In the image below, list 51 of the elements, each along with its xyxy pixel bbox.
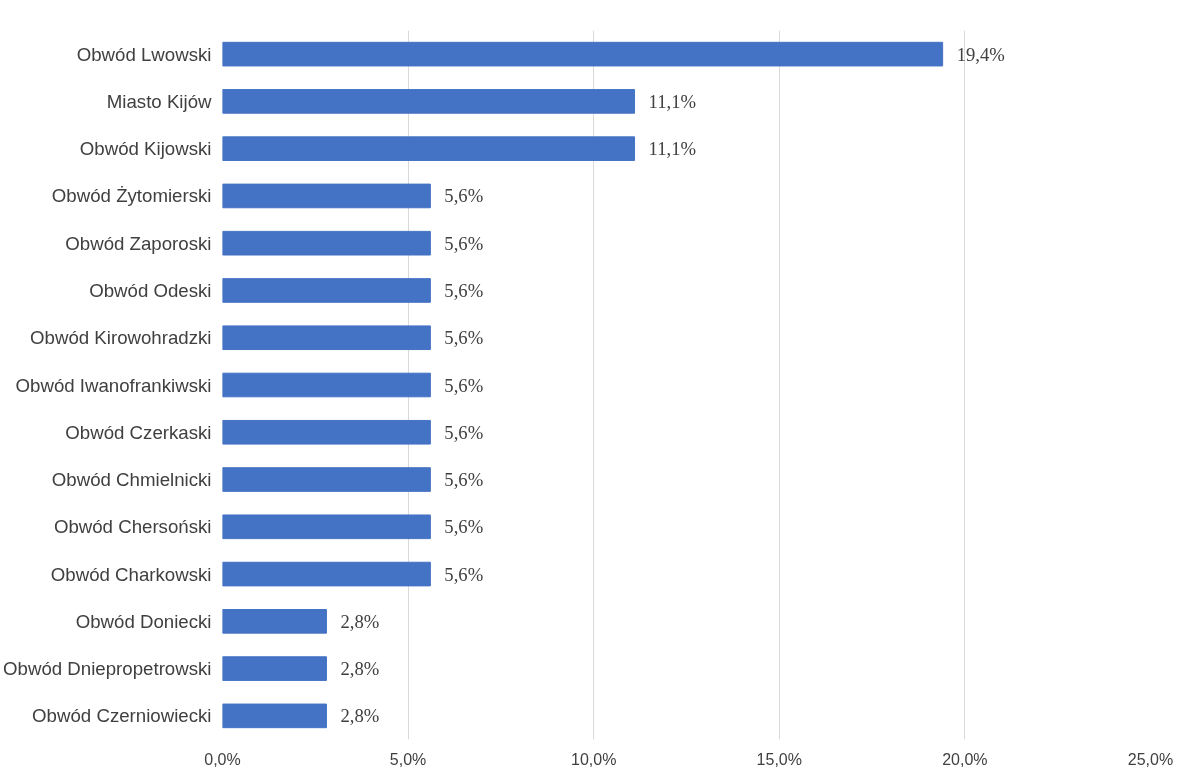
y-tick-label: Obwód Kijowski: [79, 138, 212, 160]
bar: [222, 325, 431, 351]
y-tick-label: Miasto Kijów: [106, 90, 213, 112]
bar: [222, 514, 431, 540]
bar: [222, 136, 636, 161]
bar: [222, 419, 431, 445]
y-tick-label: Obwód Chersoński: [53, 516, 212, 538]
data-label: 2,8%: [340, 705, 380, 727]
bar: [222, 703, 327, 729]
data-label: 5,6%: [444, 421, 484, 443]
bar: [222, 609, 327, 634]
bar: [222, 278, 431, 303]
data-label: 19,4%: [956, 43, 1005, 65]
y-tick-label: Obwód Czerniowiecki: [32, 705, 212, 727]
x-tick-label: 10,0%: [571, 750, 617, 768]
y-tick-label: Obwód Chmielnicki: [51, 469, 212, 491]
y-tick-label: Obwód Dniepropetrowski: [3, 658, 212, 680]
data-label: 5,6%: [444, 563, 484, 585]
y-tick-label: Obwód Charkowski: [50, 563, 212, 585]
data-label: 11,1%: [648, 138, 697, 160]
data-label: 11,1%: [648, 90, 697, 112]
y-tick-label: Obwód Doniecki: [75, 610, 212, 632]
data-label: 5,6%: [444, 185, 484, 207]
x-tick-label: 15,0%: [756, 750, 802, 768]
y-tick-label: Obwód Czerkaski: [65, 421, 212, 443]
x-tick-label: 25,0%: [1127, 750, 1174, 768]
bar: [222, 183, 431, 209]
y-tick-label: Obwód Odeski: [89, 279, 212, 301]
data-label: 5,6%: [444, 469, 484, 491]
y-tick-label: Obwód Iwanofrankiwski: [15, 374, 212, 396]
x-tick-label: 5,0%: [389, 750, 427, 768]
data-label: 5,6%: [444, 279, 484, 301]
y-tick-label: Obwód Zaporoski: [65, 232, 212, 254]
data-label: 5,6%: [444, 516, 484, 538]
x-tick-label: 20,0%: [942, 750, 988, 768]
y-tick-label: Obwód Żytomierski: [51, 185, 212, 207]
y-tick-label: Obwód Kirowohradzki: [30, 327, 212, 349]
data-label: 5,6%: [444, 374, 484, 396]
bar: [222, 467, 431, 492]
data-label: 5,6%: [444, 232, 484, 254]
data-label: 5,6%: [444, 327, 484, 349]
bar: [222, 41, 944, 67]
x-tick-label: 0,0%: [204, 750, 241, 768]
bar: [222, 372, 431, 398]
bar: [222, 89, 636, 114]
bar: [222, 230, 431, 256]
data-label: 2,8%: [340, 658, 380, 680]
bar: [222, 656, 327, 681]
data-label: 2,8%: [340, 610, 380, 632]
y-tick-label: Obwód Lwowski: [76, 43, 212, 65]
bar: [222, 561, 431, 587]
